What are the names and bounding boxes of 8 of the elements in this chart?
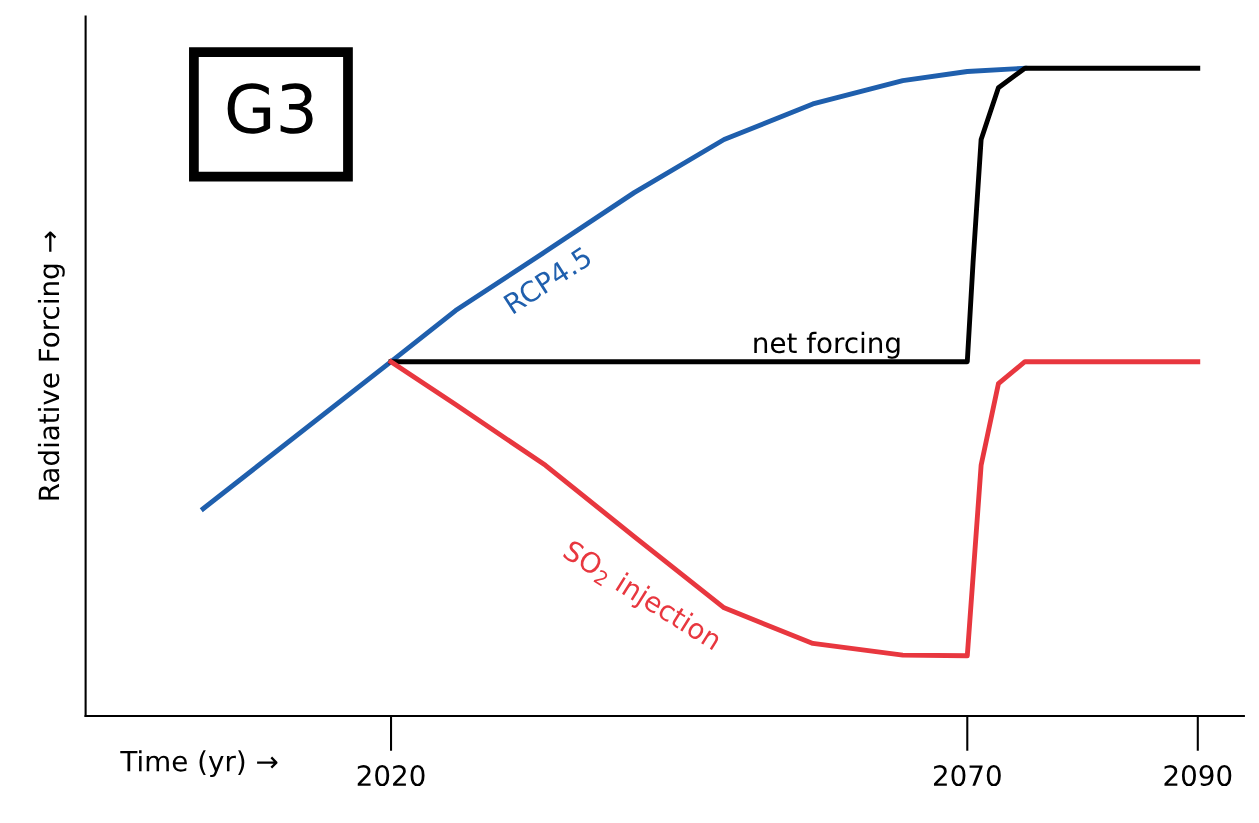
text: SO$_{2}$ injection <box>559 538 724 655</box>
x-tick-label: 2020 <box>357 765 425 787</box>
y-axis-title: Radiative Forcing → <box>37 231 65 500</box>
x-tick-label: 2090 <box>1164 765 1232 787</box>
annotation: G3 <box>227 83 313 134</box>
x-axis-title: Time (yr) → <box>120 750 278 778</box>
series-label: net forcing <box>754 331 900 359</box>
x-tick-label: 2070 <box>933 765 1001 787</box>
